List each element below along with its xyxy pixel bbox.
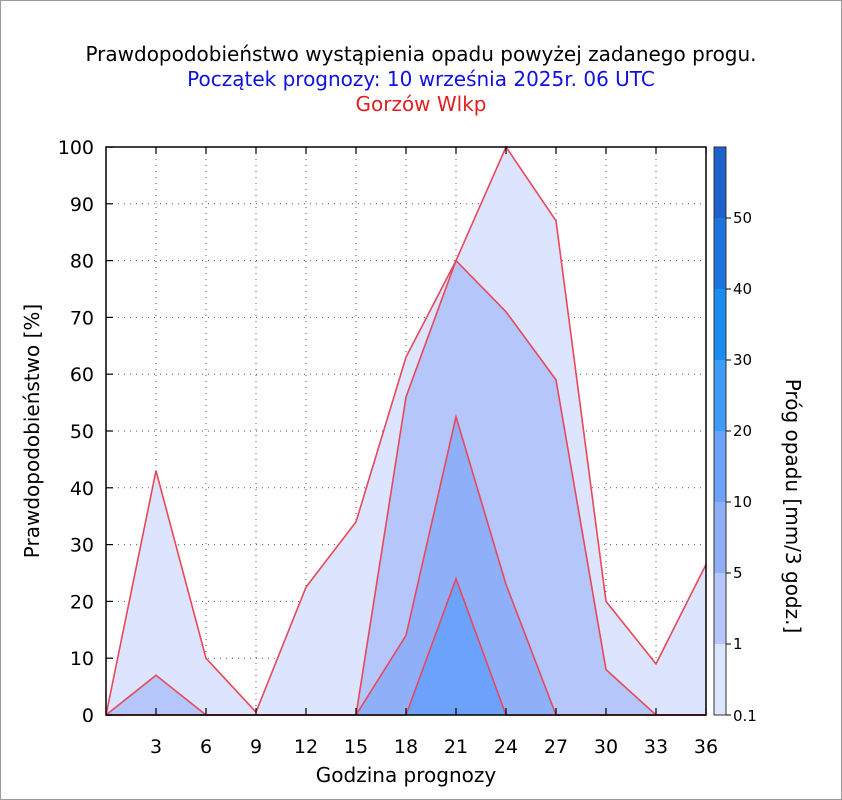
colorbar-segment: [714, 218, 726, 289]
colorbar-tick-label: 20: [733, 422, 752, 440]
x-tick-label: 3: [150, 736, 162, 758]
colorbar-tick-label: 10: [733, 493, 752, 511]
y-tick-label: 10: [70, 648, 94, 670]
area-threshold-5: [106, 416, 706, 715]
x-axis: 3 6 9 12 15 18 21 24 27 30 33 36: [150, 147, 718, 758]
y-tick-label: 90: [70, 194, 94, 216]
x-tick-label: 12: [294, 736, 318, 758]
x-tick-label: 9: [250, 736, 262, 758]
colorbar-tick-label: 5: [733, 564, 743, 582]
colorbar-label: Próg opadu [mm/3 godz.]: [781, 379, 805, 634]
colorbar-segment: [714, 360, 726, 431]
location-subtitle: Gorzów Wlkp: [355, 92, 487, 116]
chart-title: Prawdopodobieństwo wystąpienia opadu pow…: [85, 42, 757, 66]
series-line-0.1: [105, 145, 707, 716]
y-axis: 0 10 20 30 40 50 60 70 80 90 100: [58, 137, 113, 727]
colorbar-segment: [714, 431, 726, 502]
x-tick-label: 24: [494, 736, 518, 758]
colorbar-segment: [714, 644, 726, 715]
x-tick-label: 15: [344, 736, 368, 758]
y-tick-label: 30: [70, 535, 94, 557]
x-tick-label: 33: [644, 736, 668, 758]
colorbar-tick-label: 30: [733, 351, 752, 369]
y-tick-label: 50: [70, 421, 94, 443]
y-tick-label: 60: [70, 364, 94, 386]
colorbar-tick-label: 40: [733, 280, 752, 298]
area-threshold-1: [106, 260, 706, 715]
colorbar-tick-label: 1: [733, 635, 743, 653]
colorbar-segment: [714, 147, 726, 218]
x-axis-label: Godzina prognozy: [316, 763, 497, 787]
colorbar-tick-label: 0.1: [733, 707, 757, 725]
y-axis-label: Prawdopodobieństwo [%]: [20, 304, 44, 558]
x-tick-label: 18: [394, 736, 418, 758]
forecast-start-subtitle: Początek prognozy: 10 września 2025r. 06…: [187, 67, 655, 91]
colorbar-segment: [714, 502, 726, 573]
threshold-colorbar: 0.1 1 5 10 20 30 40 50: [713, 146, 757, 725]
x-tick-label: 21: [444, 736, 468, 758]
x-tick-label: 30: [594, 736, 618, 758]
y-tick-label: 80: [70, 251, 94, 273]
y-tick-label: 100: [58, 137, 94, 159]
colorbar-segment: [714, 289, 726, 360]
x-tick-label: 36: [694, 736, 718, 758]
x-tick-label: 27: [544, 736, 568, 758]
colorbar-tick-label: 50: [733, 209, 752, 227]
colorbar-segment: [714, 573, 726, 644]
y-tick-label: 0: [82, 705, 94, 727]
y-tick-label: 70: [70, 307, 94, 329]
x-tick-label: 6: [200, 736, 212, 758]
y-tick-label: 40: [70, 478, 94, 500]
y-tick-label: 20: [70, 591, 94, 613]
